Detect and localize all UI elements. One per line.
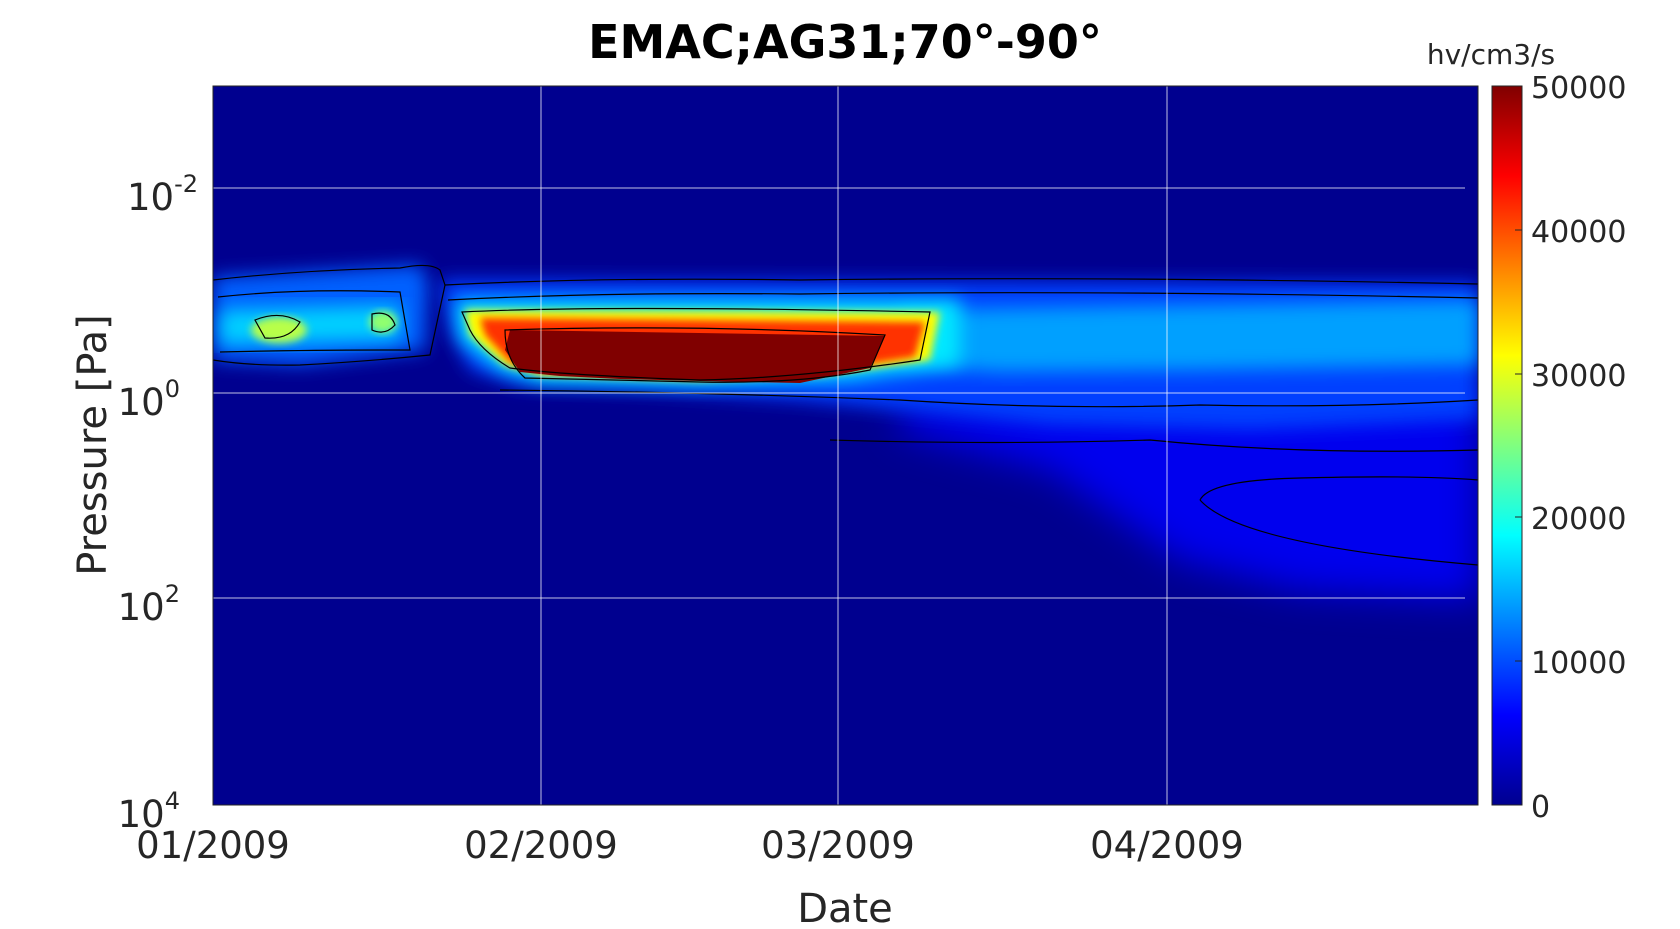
colorbar bbox=[1491, 85, 1523, 806]
field-main-core bbox=[505, 330, 885, 383]
x-axis-title: Date bbox=[797, 886, 893, 929]
contour-main-warm bbox=[461, 307, 931, 381]
y-tick-label: 100 bbox=[118, 375, 180, 424]
contour-jan-inner bbox=[217, 290, 411, 353]
contour-main-bottom bbox=[829, 439, 1478, 452]
colorbar-tick-label: 30000 bbox=[1531, 359, 1626, 394]
contour-spring-low bbox=[1199, 499, 1478, 566]
x-tick-label: 02/2009 bbox=[464, 824, 618, 867]
colorbar-tick-label: 50000 bbox=[1531, 71, 1626, 106]
contour-spring-loop bbox=[1199, 476, 1478, 501]
y-tick-label: 10-2 bbox=[127, 170, 198, 219]
colorbar-tick-label: 10000 bbox=[1531, 646, 1626, 681]
contour-main-core bbox=[504, 327, 886, 383]
y-axis-title: Pressure [Pa] bbox=[70, 314, 116, 576]
y-tick-label: 102 bbox=[118, 580, 180, 629]
x-tick-label: 04/2009 bbox=[1090, 824, 1244, 867]
colorbar-tick-label: 40000 bbox=[1531, 215, 1626, 250]
contour-main-outer2 bbox=[447, 292, 1478, 301]
contour-main-outer bbox=[444, 278, 1478, 286]
contour-lines bbox=[213, 264, 1478, 566]
x-tick-label: 01/2009 bbox=[136, 824, 290, 867]
colorbar-tick-label: 0 bbox=[1531, 790, 1550, 825]
chart-title: EMAC;AG31;70°-90° bbox=[588, 15, 1102, 69]
colorbar-ticks bbox=[1515, 85, 1522, 806]
colorbar-unit: hv/cm3/s bbox=[1427, 38, 1555, 71]
field-jan-peak bbox=[251, 317, 307, 343]
contour-jan-peak bbox=[254, 314, 301, 339]
grid bbox=[213, 86, 1465, 805]
field-spring-band bbox=[900, 300, 1478, 372]
plot-border bbox=[212, 85, 1479, 806]
colorbar-tick-label: 20000 bbox=[1531, 502, 1626, 537]
contour-jan-peak2 bbox=[371, 312, 396, 333]
y-tick-label: 104 bbox=[118, 787, 180, 836]
x-tick-label: 03/2009 bbox=[761, 824, 915, 867]
